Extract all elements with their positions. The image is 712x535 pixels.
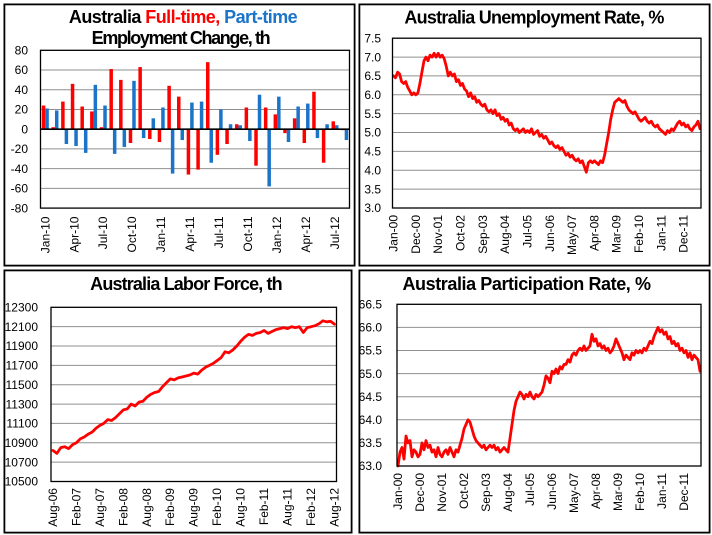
svg-text:Australia Labor Force, th: Australia Labor Force, th <box>90 274 282 294</box>
svg-text:Aug-09: Aug-09 <box>187 488 201 527</box>
svg-text:63.0: 63.0 <box>359 459 383 473</box>
svg-text:Dec-11: Dec-11 <box>677 473 691 511</box>
svg-text:12300: 12300 <box>5 301 39 315</box>
svg-text:80: 80 <box>15 44 29 58</box>
svg-text:20: 20 <box>15 103 29 117</box>
svg-text:11900: 11900 <box>6 339 39 353</box>
svg-text:10700: 10700 <box>5 455 39 469</box>
svg-text:May-07: May-07 <box>565 215 579 255</box>
svg-text:Feb-10: Feb-10 <box>633 473 647 511</box>
svg-text:3.0: 3.0 <box>364 201 381 215</box>
svg-text:Sep-03: Sep-03 <box>479 473 493 512</box>
svg-text:Feb-08: Feb-08 <box>116 488 130 526</box>
svg-text:64.5: 64.5 <box>359 390 383 404</box>
svg-text:64.0: 64.0 <box>359 413 383 427</box>
svg-text:0: 0 <box>21 122 28 136</box>
svg-text:Oct-02: Oct-02 <box>453 215 467 251</box>
svg-text:Oct-11: Oct-11 <box>241 216 255 251</box>
svg-text:-60: -60 <box>11 182 29 196</box>
svg-text:7.5: 7.5 <box>364 31 381 45</box>
svg-text:63.5: 63.5 <box>359 436 383 450</box>
svg-text:6.5: 6.5 <box>364 69 381 83</box>
svg-text:Apr-10: Apr-10 <box>67 216 81 252</box>
svg-text:Nov-01: Nov-01 <box>431 215 445 254</box>
svg-text:Jul-05: Jul-05 <box>523 473 537 506</box>
svg-text:Apr-08: Apr-08 <box>589 473 603 509</box>
svg-text:65.5: 65.5 <box>359 344 383 358</box>
svg-text:Aug-11: Aug-11 <box>281 488 295 526</box>
svg-text:Feb-10: Feb-10 <box>210 488 224 526</box>
svg-text:Aug-12: Aug-12 <box>328 488 342 527</box>
svg-text:12100: 12100 <box>5 320 39 334</box>
svg-text:4.0: 4.0 <box>364 163 381 177</box>
svg-text:Feb-12: Feb-12 <box>304 488 318 526</box>
svg-text:Australia Participation Rate,: Australia Participation Rate, % <box>402 274 650 294</box>
svg-text:3.5: 3.5 <box>364 182 381 196</box>
svg-text:-40: -40 <box>11 162 29 176</box>
svg-text:Apr-08: Apr-08 <box>587 215 601 251</box>
svg-text:Apr-12: Apr-12 <box>299 216 313 252</box>
svg-text:Jan-00: Jan-00 <box>391 473 405 510</box>
svg-text:10900: 10900 <box>5 436 39 450</box>
svg-text:66.0: 66.0 <box>359 321 383 335</box>
svg-text:Oct-02: Oct-02 <box>457 473 471 509</box>
svg-text:Jun-06: Jun-06 <box>543 215 557 252</box>
svg-text:5.5: 5.5 <box>364 107 381 121</box>
svg-text:10500: 10500 <box>5 475 39 489</box>
svg-text:Dec-00: Dec-00 <box>409 215 423 254</box>
svg-text:11500: 11500 <box>6 378 39 392</box>
svg-text:Nov-01: Nov-01 <box>435 473 449 512</box>
svg-text:May-07: May-07 <box>567 473 581 513</box>
svg-text:Jun-06: Jun-06 <box>545 473 559 510</box>
svg-text:-20: -20 <box>11 142 29 156</box>
svg-text:Jul-05: Jul-05 <box>520 215 534 248</box>
svg-text:11700: 11700 <box>6 359 39 373</box>
svg-text:Mar-09: Mar-09 <box>610 215 624 253</box>
svg-text:Aug-06: Aug-06 <box>46 488 60 527</box>
svg-text:Aug-10: Aug-10 <box>234 488 248 527</box>
svg-text:Jan-12: Jan-12 <box>270 216 284 253</box>
svg-text:Feb-11: Feb-11 <box>257 488 271 525</box>
svg-text:Australia Unemployment Rate, %: Australia Unemployment Rate, % <box>404 8 664 28</box>
svg-text:Dec-00: Dec-00 <box>413 473 427 512</box>
svg-text:Jul-10: Jul-10 <box>96 216 110 249</box>
svg-text:Oct-10: Oct-10 <box>125 216 139 252</box>
svg-text:Aug-08: Aug-08 <box>140 488 154 527</box>
svg-text:Jan-11: Jan-11 <box>654 215 668 251</box>
svg-text:65.0: 65.0 <box>359 367 383 381</box>
svg-text:-80: -80 <box>11 201 29 215</box>
svg-text:Jan-10: Jan-10 <box>38 216 52 253</box>
svg-text:11300: 11300 <box>6 397 39 411</box>
svg-text:Jan-11: Jan-11 <box>655 473 669 509</box>
svg-text:Jul-11: Jul-11 <box>212 216 226 248</box>
svg-text:Aug-07: Aug-07 <box>93 488 107 527</box>
svg-text:Jan-00: Jan-00 <box>386 215 400 252</box>
svg-text:Dec-11: Dec-11 <box>677 215 691 253</box>
svg-text:4.5: 4.5 <box>364 145 381 159</box>
svg-text:40: 40 <box>15 83 29 97</box>
svg-text:Aug-04: Aug-04 <box>498 215 512 254</box>
svg-text:Apr-11: Apr-11 <box>183 216 197 251</box>
svg-text:Feb-10: Feb-10 <box>632 215 646 253</box>
svg-text:60: 60 <box>15 63 29 77</box>
svg-text:Feb-09: Feb-09 <box>163 488 177 526</box>
svg-text:5.0: 5.0 <box>364 126 381 140</box>
svg-text:Mar-09: Mar-09 <box>611 473 625 511</box>
svg-text:11100: 11100 <box>6 417 38 431</box>
svg-text:Sep-03: Sep-03 <box>476 215 490 254</box>
svg-text:66.5: 66.5 <box>359 298 383 312</box>
svg-text:7.0: 7.0 <box>364 50 381 64</box>
svg-text:Australia Full-time, Part-time: Australia Full-time, Part-time <box>69 7 298 27</box>
svg-text:6.0: 6.0 <box>364 88 381 102</box>
svg-text:Feb-07: Feb-07 <box>69 488 83 526</box>
svg-text:Employment Change, th: Employment Change, th <box>92 28 270 48</box>
svg-text:Jan-11: Jan-11 <box>154 216 168 252</box>
svg-text:Jul-12: Jul-12 <box>328 216 342 249</box>
svg-text:Aug-04: Aug-04 <box>501 473 515 512</box>
